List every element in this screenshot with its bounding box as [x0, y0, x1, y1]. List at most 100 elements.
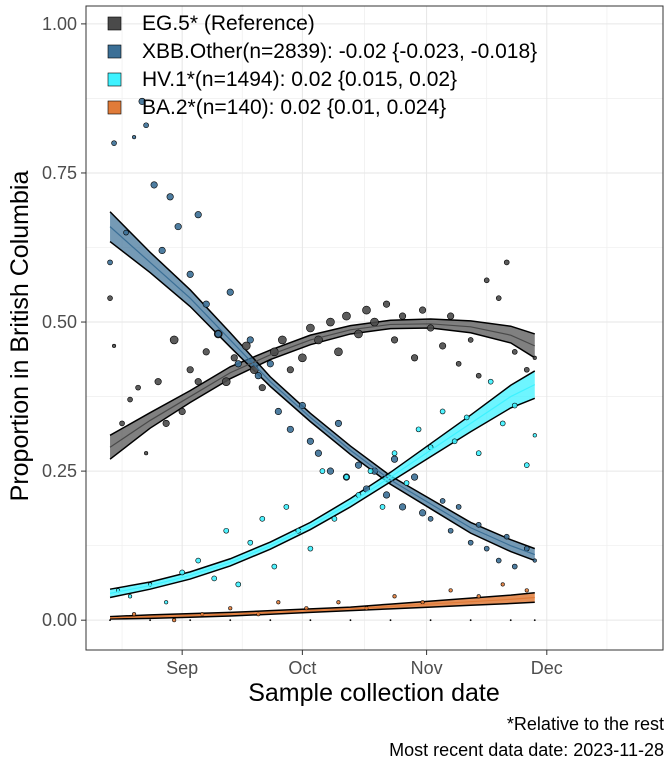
data-point [524, 588, 529, 593]
data-point [211, 575, 218, 582]
zero-point [533, 619, 536, 622]
data-point [306, 323, 315, 333]
data-point [342, 311, 351, 321]
data-point [241, 341, 251, 351]
data-point [132, 612, 137, 617]
legend-label: XBB.Other(n=2839): -0.02 {-0.023, -0.018… [142, 40, 537, 63]
data-point [427, 516, 434, 522]
data-point [158, 246, 166, 255]
data-point [398, 503, 407, 511]
data-point [390, 336, 399, 344]
zero-point [509, 619, 512, 622]
data-point [467, 539, 474, 546]
data-point [447, 312, 455, 320]
y-axis-title: Proportion in British Columbia [6, 171, 34, 502]
data-point [286, 366, 294, 374]
data-point [495, 295, 502, 301]
fit-line [109, 323, 536, 448]
data-point [247, 539, 254, 546]
data-point [326, 467, 334, 475]
zero-point [349, 619, 352, 622]
band-lower-edge [109, 327, 536, 460]
data-point [194, 378, 202, 386]
data-point [411, 354, 419, 362]
data-point [298, 401, 306, 410]
data-point [144, 451, 149, 456]
data-point [202, 348, 210, 356]
zero-point [229, 619, 232, 622]
scatter-points [107, 97, 537, 623]
data-point [532, 355, 537, 360]
data-point [532, 433, 537, 438]
data-point [379, 504, 386, 510]
data-point [500, 582, 505, 587]
zero-point [109, 619, 111, 622]
data-point [487, 378, 494, 385]
data-point [391, 450, 398, 457]
fit-line [109, 226, 535, 556]
data-point [274, 407, 282, 416]
band-lower-edge [109, 240, 536, 562]
data-point [532, 558, 537, 563]
data-point [370, 317, 379, 327]
data-point [448, 588, 453, 593]
zero-point [309, 619, 312, 622]
data-point [354, 461, 363, 469]
data-point [447, 527, 454, 534]
data-point [127, 396, 133, 403]
data-point [392, 594, 397, 599]
data-point [132, 135, 137, 140]
data-point [420, 600, 425, 605]
data-point [162, 419, 170, 427]
data-point [463, 414, 470, 421]
data-point [186, 366, 194, 374]
data-point [128, 594, 133, 599]
legend-label: HV.1*(n=1494): 0.02 {0.015, 0.02} [142, 68, 457, 91]
data-point [419, 509, 427, 517]
fit-line [109, 384, 536, 594]
data-point [455, 360, 462, 367]
data-point [150, 181, 158, 189]
data-point [503, 259, 510, 266]
data-point [411, 473, 419, 481]
data-point [427, 324, 435, 332]
data-point [307, 545, 314, 552]
data-point [334, 347, 343, 357]
data-point [398, 312, 407, 320]
data-point [226, 288, 234, 296]
data-point [135, 384, 141, 391]
data-point [214, 330, 222, 338]
data-point [172, 618, 177, 623]
x-axis: Sep Oct Nov Dec [166, 650, 563, 678]
data-point [495, 557, 502, 564]
x-tick-label: Oct [288, 658, 316, 678]
data-point [476, 594, 481, 599]
data-point [334, 419, 342, 427]
data-point [390, 455, 399, 463]
data-point [254, 372, 262, 380]
data-point [283, 504, 290, 510]
data-point [169, 335, 179, 345]
data-point [178, 407, 186, 416]
zero-point [429, 619, 432, 622]
caption-relative-note: *Relative to the rest [507, 714, 664, 734]
data-point [195, 557, 201, 564]
band-lower-edge [109, 397, 536, 599]
data-point [246, 336, 254, 344]
x-tick-label: Dec [531, 658, 563, 678]
y-tick-label: 0.25 [42, 461, 77, 481]
data-point [475, 450, 482, 457]
data-point [326, 317, 335, 327]
data-point [523, 462, 530, 468]
x-axis-title: Sample collection date [248, 679, 500, 707]
x-tick-label: Sep [166, 658, 198, 678]
data-point [499, 420, 506, 427]
data-point [439, 342, 447, 350]
data-point [451, 438, 458, 445]
fit-line [110, 596, 535, 619]
legend-key [107, 16, 122, 31]
data-point [343, 474, 350, 480]
data-point [511, 402, 518, 409]
data-point [164, 600, 169, 605]
